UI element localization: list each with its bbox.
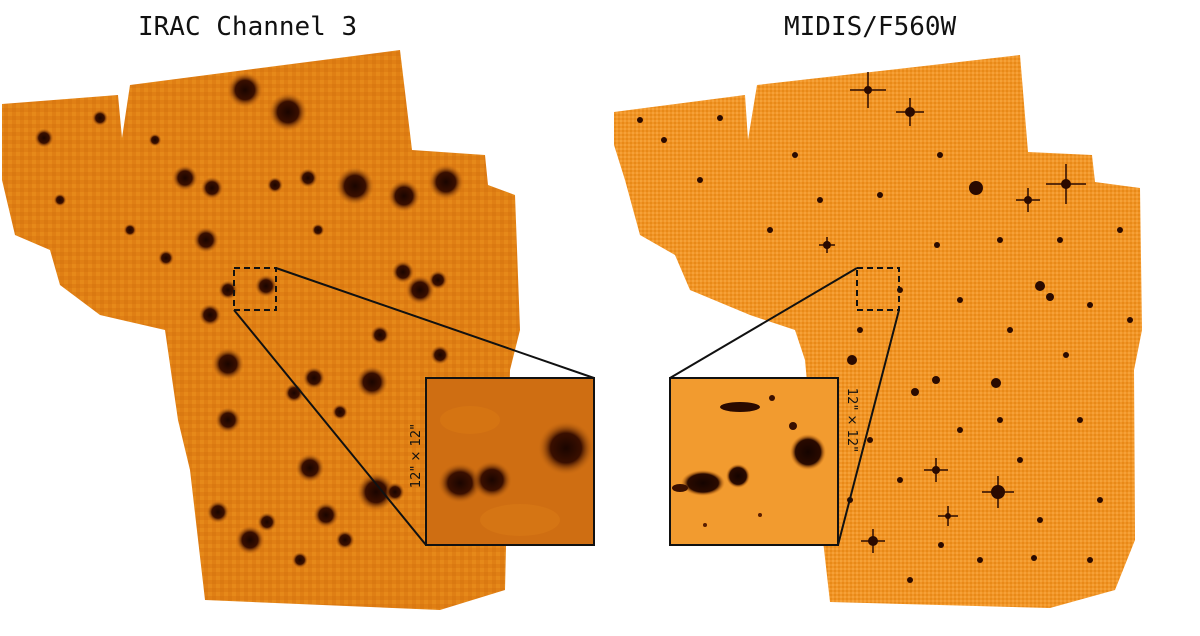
midis-panel-title: MIDIS/F560W <box>784 12 957 42</box>
source-mark <box>938 542 944 548</box>
source-mark <box>857 327 863 333</box>
source-mark <box>268 92 308 132</box>
source-mark <box>335 530 355 550</box>
source-mark <box>148 133 162 147</box>
source-mark <box>1087 302 1093 308</box>
source-mark <box>977 557 983 563</box>
source-mark <box>997 237 1003 243</box>
source-mark <box>391 260 415 284</box>
source-mark <box>311 223 325 237</box>
source-mark <box>92 110 108 126</box>
source-mark <box>298 168 318 188</box>
source-mark <box>907 577 913 583</box>
midis-zoom-line-bottom <box>837 309 900 546</box>
source-mark <box>934 242 940 248</box>
irac-zoom-line-top <box>275 267 595 379</box>
source-mark <box>430 345 450 365</box>
irac-sources <box>34 72 464 568</box>
source-mark <box>957 427 963 433</box>
source-mark <box>172 165 198 191</box>
source-mark <box>697 177 703 183</box>
source-mark <box>1117 227 1123 233</box>
source-mark <box>847 355 857 365</box>
irac-image: 12" × 12" <box>2 50 595 610</box>
source-mark <box>332 404 348 420</box>
source-mark <box>212 348 244 380</box>
source-mark <box>206 500 230 524</box>
source-mark <box>937 152 943 158</box>
source-mark <box>200 176 224 200</box>
source-mark <box>867 437 873 443</box>
source-mark <box>198 303 222 327</box>
source-mark <box>637 117 643 123</box>
source-mark <box>997 417 1003 423</box>
source-mark <box>911 388 919 396</box>
source-mark <box>428 164 464 200</box>
source-mark <box>158 250 174 266</box>
source-mark <box>1097 497 1103 503</box>
irac-inset <box>425 377 595 546</box>
source-mark <box>717 115 723 121</box>
source-mark <box>218 280 238 300</box>
midis-inset-scale-label: 12" × 12" <box>844 388 859 452</box>
source-mark <box>767 227 773 233</box>
source-mark <box>957 297 963 303</box>
source-mark <box>123 223 137 237</box>
source-mark <box>257 512 277 532</box>
irac-zoom-line-bottom <box>233 309 427 546</box>
source-mark <box>267 177 283 193</box>
source-mark <box>1031 555 1037 561</box>
source-mark <box>792 152 798 158</box>
source-mark <box>302 366 326 390</box>
source-mark <box>1127 317 1133 323</box>
source-mark <box>405 275 435 305</box>
midis-inset <box>669 377 839 546</box>
source-mark <box>897 477 903 483</box>
irac-zoom-box <box>233 267 277 311</box>
source-mark <box>817 197 823 203</box>
source-mark <box>53 193 67 207</box>
midis-zoom-line-top <box>669 267 858 379</box>
source-mark <box>295 453 325 483</box>
source-mark <box>1057 237 1063 243</box>
source-mark <box>1087 557 1093 563</box>
midis-zoom-box <box>856 267 900 311</box>
source-mark <box>313 502 339 528</box>
source-mark <box>356 366 388 398</box>
source-mark <box>227 72 263 108</box>
source-mark <box>193 227 219 253</box>
source-mark <box>1046 293 1054 301</box>
source-mark <box>1063 352 1069 358</box>
source-mark <box>235 525 265 555</box>
source-mark <box>991 378 1001 388</box>
source-mark <box>1035 281 1045 291</box>
source-mark <box>428 270 448 290</box>
source-mark <box>932 376 940 384</box>
source-mark <box>877 192 883 198</box>
midis-image: 12" × 12" <box>614 55 1142 608</box>
source-mark <box>969 181 983 195</box>
irac-panel-title: IRAC Channel 3 <box>138 12 358 42</box>
irac-inset-scale-label: 12" × 12" <box>409 424 424 488</box>
source-mark <box>356 472 396 512</box>
source-mark <box>661 137 667 143</box>
midis-footprint <box>614 55 1142 608</box>
source-mark <box>385 482 405 502</box>
source-mark <box>1007 327 1013 333</box>
source-mark <box>370 325 390 345</box>
source-mark <box>215 407 241 433</box>
source-mark <box>335 166 375 206</box>
source-mark <box>254 274 278 298</box>
source-mark <box>1037 517 1043 523</box>
source-mark <box>292 552 308 568</box>
source-mark <box>1017 457 1023 463</box>
source-mark <box>1077 417 1083 423</box>
source-mark <box>34 128 54 148</box>
source-mark <box>388 180 420 212</box>
